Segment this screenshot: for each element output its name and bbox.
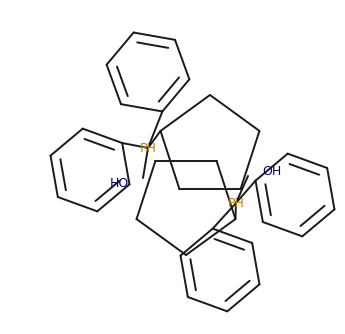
Text: OH: OH	[262, 165, 281, 177]
Text: HO: HO	[110, 176, 129, 189]
Text: PH: PH	[228, 196, 245, 209]
Text: PH: PH	[140, 142, 156, 155]
